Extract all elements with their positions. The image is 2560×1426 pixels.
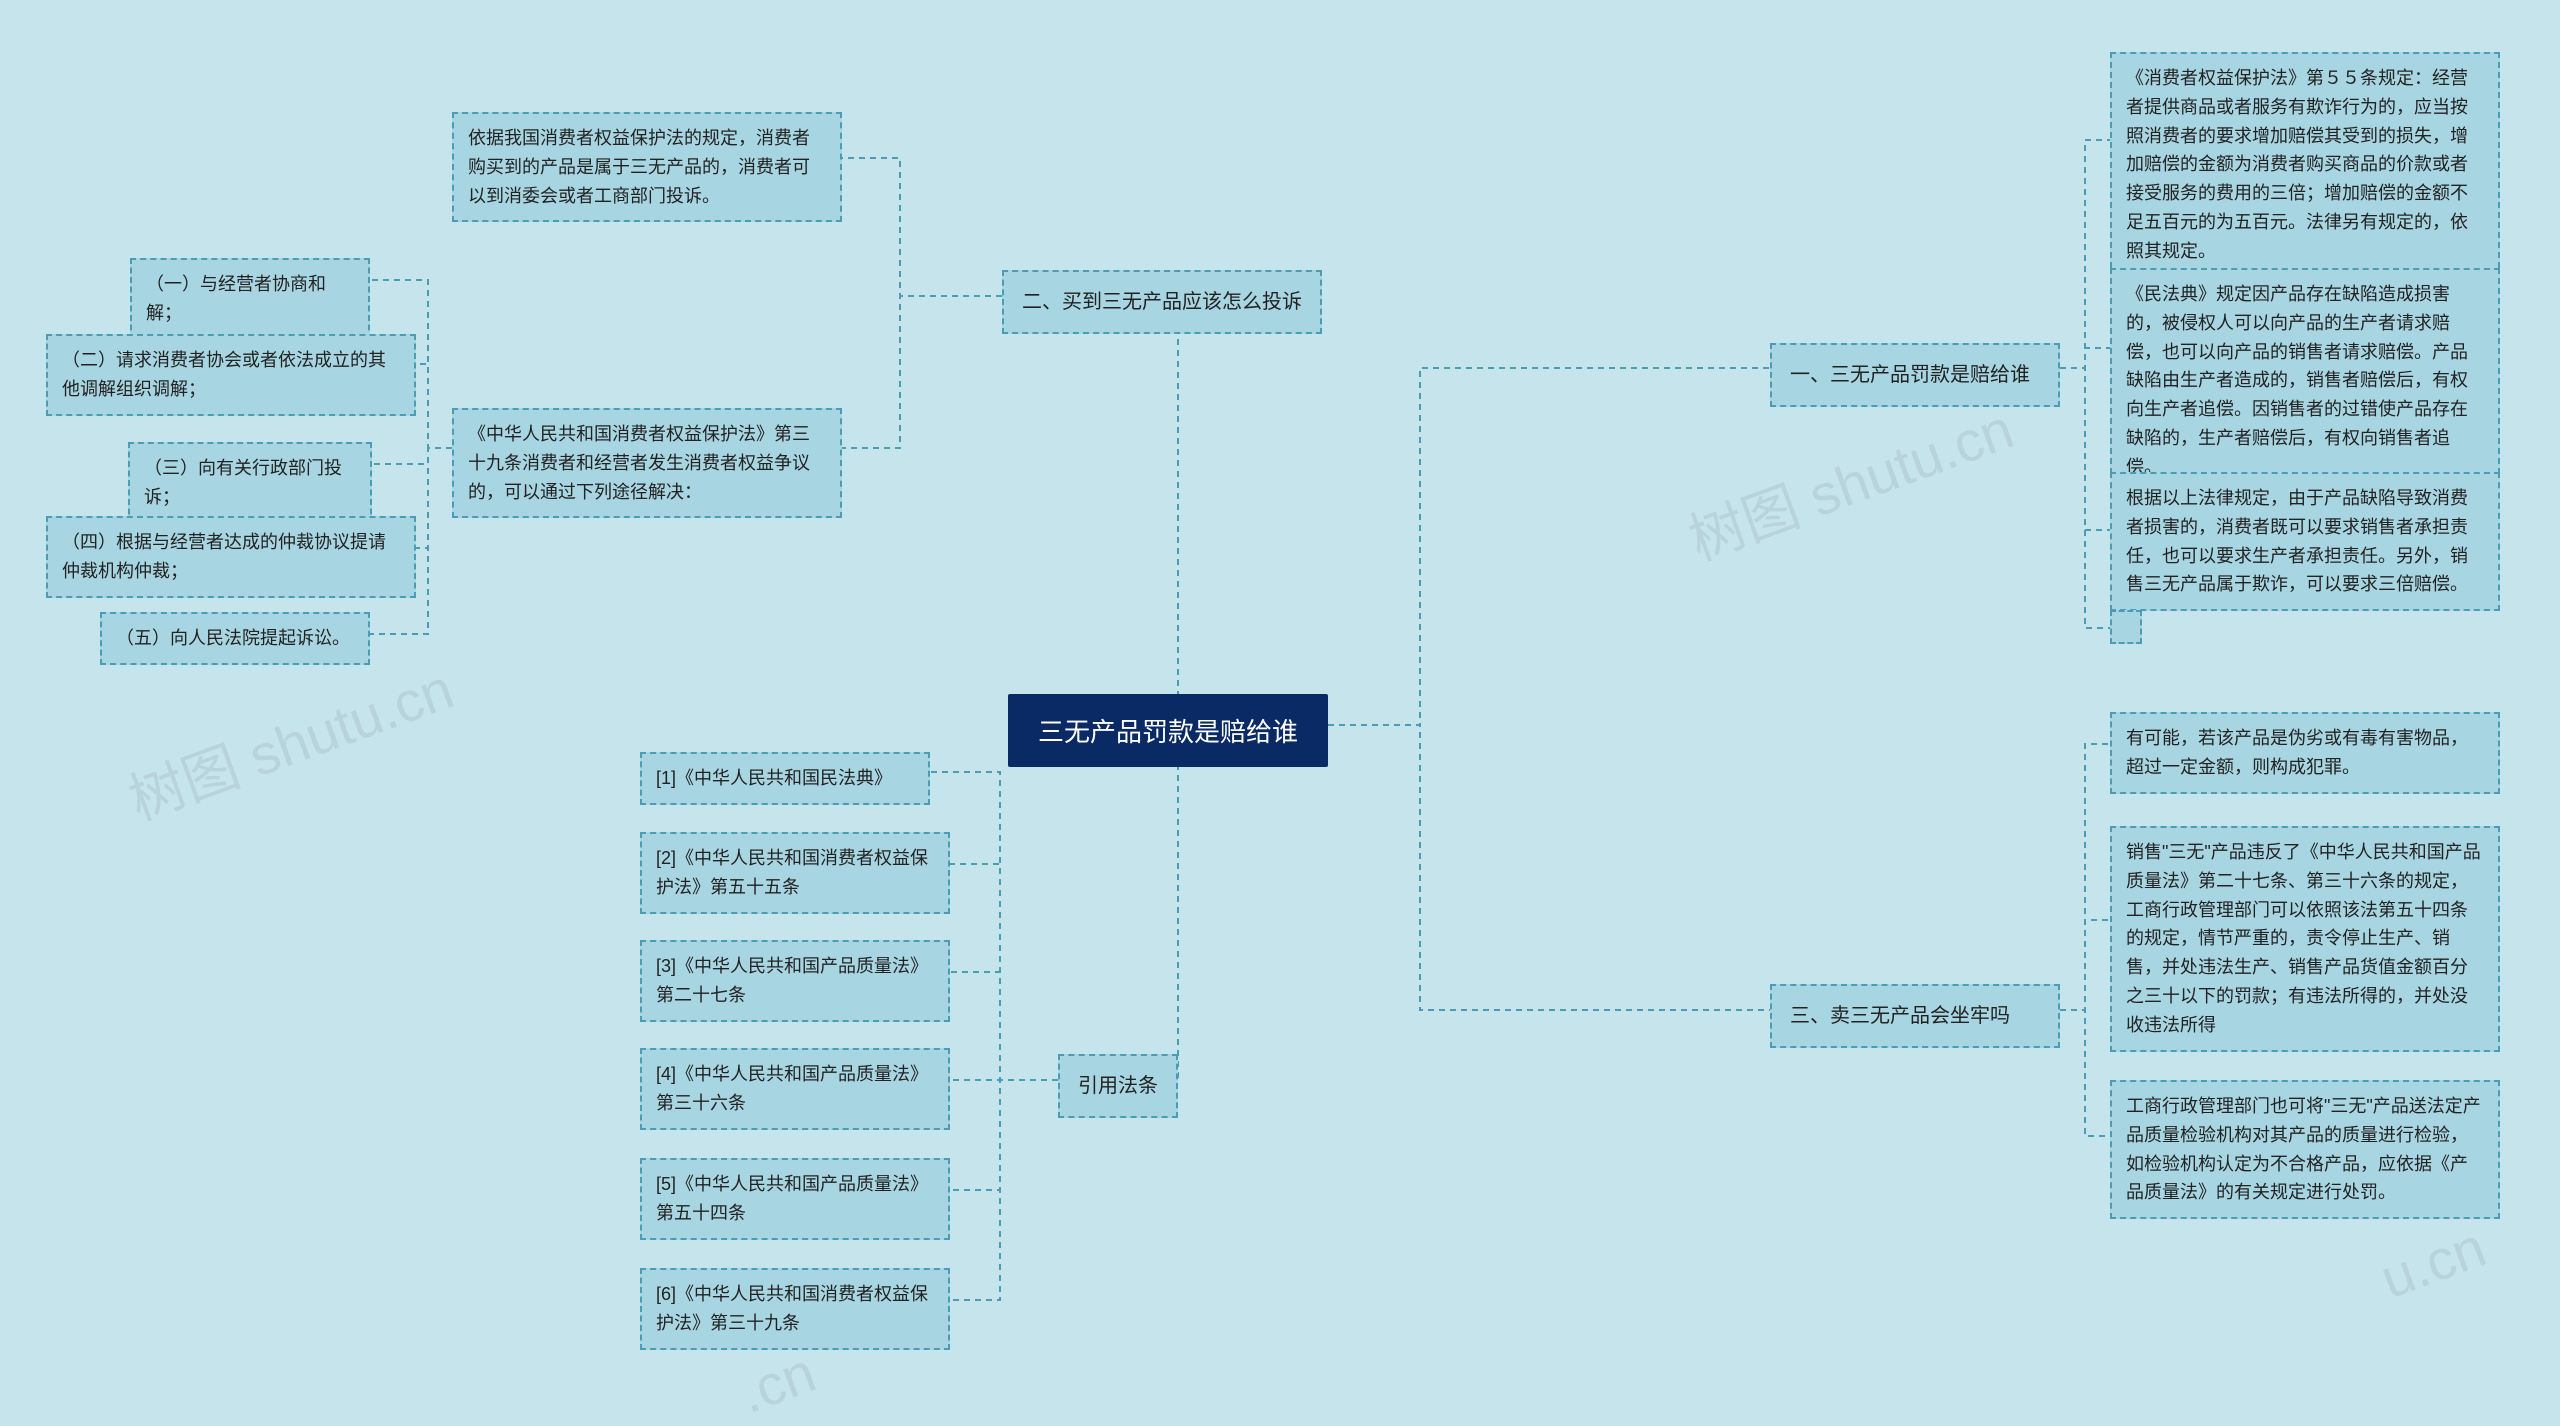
branch-4: 引用法条 <box>1058 1054 1178 1118</box>
b1-child-2: 《民法典》规定因产品存在缺陷造成损害的，被侵权人可以向产品的生产者请求赔偿，也可… <box>2110 268 2500 494</box>
b4-child-1: [1]《中华人民共和国民法典》 <box>640 752 930 805</box>
b1-child-1: 《消费者权益保护法》第５５条规定：经营者提供商品或者服务有欺诈行为的，应当按照消… <box>2110 52 2500 278</box>
watermark: 树图 shutu.cn <box>116 644 463 836</box>
b2-sub-5: （五）向人民法院提起诉讼。 <box>100 612 370 665</box>
b3-child-2: 销售"三无"产品违反了《中华人民共和国产品质量法》第二十七条、第三十六条的规定，… <box>2110 826 2500 1052</box>
b4-child-6: [6]《中华人民共和国消费者权益保护法》第三十九条 <box>640 1268 950 1350</box>
branch-3: 三、卖三无产品会坐牢吗 <box>1770 984 2060 1048</box>
watermark: .cn <box>731 1339 823 1426</box>
b3-child-1: 有可能，若该产品是伪劣或有毒有害物品，超过一定金额，则构成犯罪。 <box>2110 712 2500 794</box>
watermark: 树图 shutu.cn <box>1676 384 2023 576</box>
b1-child-3: 根据以上法律规定，由于产品缺陷导致消费者损害的，消费者既可以要求销售者承担责任，… <box>2110 472 2500 611</box>
b4-child-4: [4]《中华人民共和国产品质量法》第三十六条 <box>640 1048 950 1130</box>
b2-sub-3: （三）向有关行政部门投诉； <box>128 442 372 524</box>
b2-sub-4: （四）根据与经营者达成的仲裁协议提请仲裁机构仲裁； <box>46 516 416 598</box>
watermark: u.cn <box>2372 1214 2494 1311</box>
root-node: 三无产品罚款是赔给谁 <box>1008 694 1328 767</box>
b2-sub-1: （一）与经营者协商和解； <box>130 258 370 340</box>
b2-child-2: 《中华人民共和国消费者权益保护法》第三十九条消费者和经营者发生消费者权益争议的，… <box>452 408 842 518</box>
b2-sub-2: （二）请求消费者协会或者依法成立的其他调解组织调解； <box>46 334 416 416</box>
b4-child-5: [5]《中华人民共和国产品质量法》第五十四条 <box>640 1158 950 1240</box>
branch-1: 一、三无产品罚款是赔给谁 <box>1770 343 2060 407</box>
branch-2: 二、买到三无产品应该怎么投诉 <box>1002 270 1322 334</box>
b4-child-3: [3]《中华人民共和国产品质量法》第二十七条 <box>640 940 950 1022</box>
b1-child-4 <box>2110 610 2142 644</box>
b3-child-3: 工商行政管理部门也可将"三无"产品送法定产品质量检验机构对其产品的质量进行检验，… <box>2110 1080 2500 1219</box>
b2-child-1: 依据我国消费者权益保护法的规定，消费者购买到的产品是属于三无产品的，消费者可以到… <box>452 112 842 222</box>
b4-child-2: [2]《中华人民共和国消费者权益保护法》第五十五条 <box>640 832 950 914</box>
